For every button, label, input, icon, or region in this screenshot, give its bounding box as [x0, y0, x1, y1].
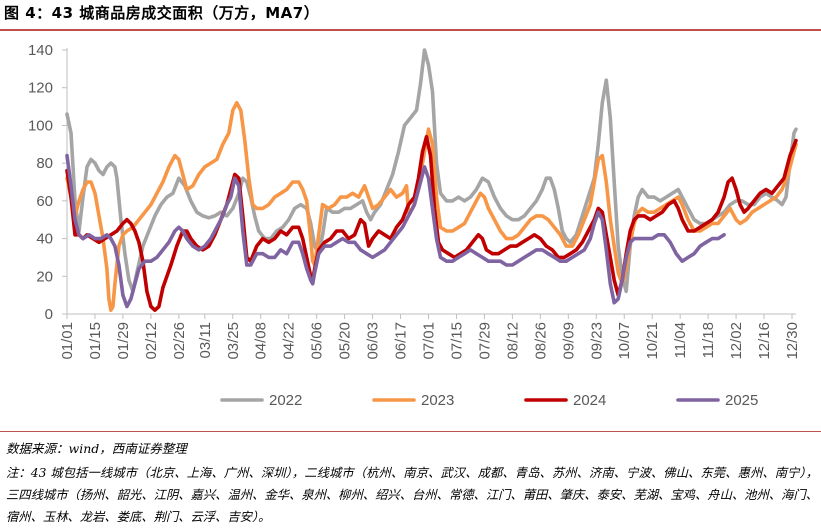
- legend-label-2022: 2022: [269, 392, 302, 409]
- x-tick-label: 01/15: [87, 322, 104, 360]
- x-tick-label: 12/30: [784, 322, 801, 360]
- x-tick-label: 01/01: [59, 322, 76, 360]
- series-lines: [65, 48, 798, 312]
- legend-label-2025: 2025: [725, 392, 758, 409]
- x-tick-label: 11/04: [672, 322, 689, 358]
- x-tick-label: 12/02: [728, 322, 745, 360]
- x-tick-label: 07/01: [421, 322, 438, 360]
- y-tick-label: 120: [28, 80, 53, 97]
- y-tick-label: 100: [28, 117, 53, 134]
- x-axis: 01/01 01/15 01/29 02/12 02/26 03/11 03/25 04/08…: [59, 313, 801, 360]
- x-tick-label: 05/20: [337, 322, 354, 360]
- x-tick-label: 04/22: [281, 322, 298, 360]
- x-tick-label: 03/25: [225, 322, 242, 360]
- series-line-2022: [65, 48, 798, 294]
- y-tick-label: 0: [45, 306, 53, 323]
- legend: 2022 2023 2024 2025: [220, 392, 758, 409]
- series-line-2025: [65, 153, 726, 309]
- x-tick-label: 08/26: [532, 322, 549, 360]
- data-source: 数据来源：wind，西南证券整理: [6, 441, 187, 456]
- y-tick-label: 60: [36, 193, 53, 210]
- x-tick-label: 08/12: [504, 322, 521, 360]
- footnote: 注：43 城包括一线城市（北京、上海、广州、深圳），二线城市（杭州、南京、武汉、…: [6, 466, 818, 524]
- x-tick-label: 05/06: [309, 322, 326, 360]
- y-tick-label: 20: [36, 268, 53, 285]
- footer-rule: [0, 431, 821, 432]
- x-tick-label: 11/18: [700, 322, 717, 358]
- y-axis: 0 20 40 60 80 100 120 140: [28, 42, 68, 323]
- x-tick-label: 12/16: [756, 322, 773, 360]
- x-tick-label: 09/23: [588, 322, 605, 360]
- x-tick-label: 07/29: [476, 322, 493, 360]
- series-line-2024: [65, 134, 798, 312]
- y-tick-label: 80: [36, 155, 53, 172]
- x-tick-label: 02/12: [143, 322, 160, 360]
- x-tick-label: 10/21: [644, 322, 661, 360]
- legend-label-2024: 2024: [573, 392, 606, 409]
- y-tick-label: 140: [28, 42, 53, 59]
- x-tick-label: 01/29: [115, 322, 132, 360]
- x-tick-label: 10/07: [616, 322, 633, 360]
- x-tick-label: 06/17: [393, 322, 410, 360]
- x-tick-label: 06/03: [365, 322, 382, 360]
- x-tick-label: 09/09: [560, 322, 577, 360]
- legend-label-2023: 2023: [421, 392, 454, 409]
- x-tick-label: 04/08: [253, 322, 270, 360]
- x-tick-label: 03/11: [197, 322, 214, 358]
- y-tick-label: 40: [36, 231, 53, 248]
- title-rule: [0, 29, 821, 31]
- x-tick-label: 02/26: [171, 322, 188, 360]
- figure-title: 图 4：43 城商品房成交面积（万方，MA7）: [4, 4, 320, 22]
- x-tick-label: 07/15: [448, 322, 465, 360]
